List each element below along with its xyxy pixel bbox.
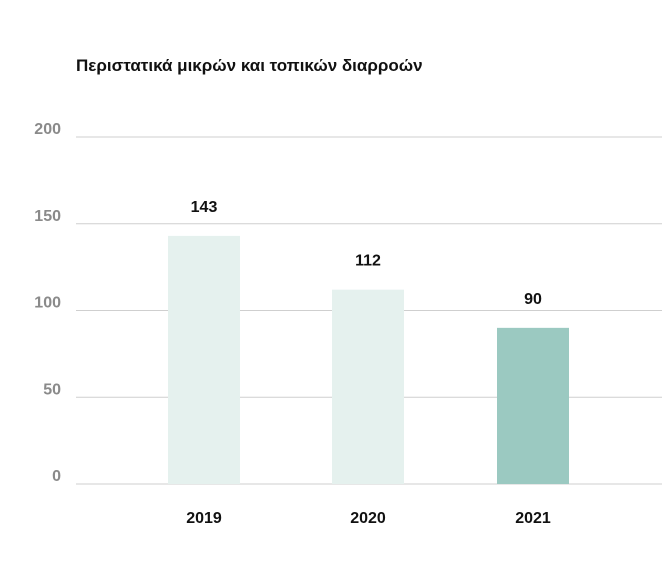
y-tick-label: 100	[34, 295, 61, 312]
y-axis-ticks: 0 50 100 150 200	[34, 121, 61, 485]
y-tick-label: 50	[43, 381, 61, 398]
bar-2019	[168, 235, 240, 484]
x-axis-labels: 2019 2020 2021	[186, 510, 551, 527]
value-label-2019: 143	[191, 199, 218, 216]
y-tick-label: 0	[52, 468, 61, 485]
y-tick-label: 150	[34, 208, 61, 225]
data-labels: 143 112 90	[191, 199, 542, 308]
value-label-2021: 90	[524, 291, 542, 308]
x-tick-label: 2021	[515, 510, 551, 527]
bars	[168, 235, 569, 484]
x-tick-label: 2019	[186, 510, 222, 527]
bar-2021	[497, 327, 569, 484]
x-tick-label: 2020	[350, 510, 386, 527]
y-tick-label: 200	[34, 121, 61, 138]
value-label-2020: 112	[355, 253, 381, 270]
chart-title: Περιστατικά μικρών και τοπικών διαρροών	[76, 56, 423, 75]
bar-2020	[332, 289, 404, 484]
